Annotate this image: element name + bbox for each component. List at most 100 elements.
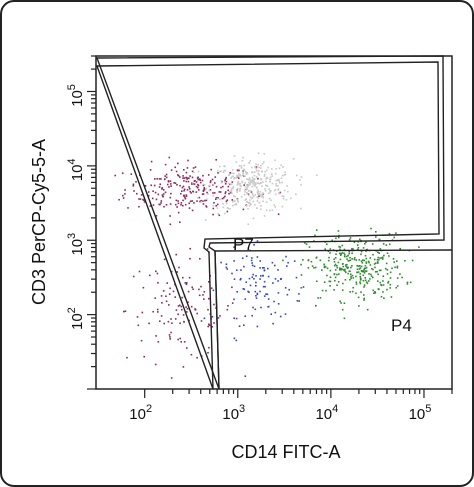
event-point [364, 267, 367, 270]
event-point [382, 280, 384, 282]
event-point [377, 259, 380, 261]
event-point [186, 178, 188, 180]
y-tick-label: 103 [66, 233, 86, 256]
event-point [316, 174, 318, 177]
event-point [329, 285, 331, 287]
event-point [225, 266, 228, 269]
event-point [235, 176, 237, 179]
event-point [251, 185, 254, 188]
event-point [220, 186, 222, 189]
event-point [254, 308, 257, 311]
event-point [300, 176, 303, 178]
event-point [340, 252, 342, 255]
event-point [203, 298, 205, 300]
event-point [343, 255, 346, 258]
event-point [243, 265, 245, 268]
event-point [351, 258, 353, 260]
event-point [245, 281, 247, 283]
event-point [247, 178, 250, 181]
event-point [352, 286, 354, 289]
event-point [359, 265, 361, 267]
event-point [212, 204, 214, 207]
event-point [359, 281, 361, 283]
event-point [261, 194, 263, 196]
event-point [372, 253, 374, 256]
event-point [161, 194, 164, 196]
event-point [196, 356, 198, 359]
event-point [205, 187, 208, 190]
event-point [180, 192, 182, 195]
event-point [211, 178, 214, 181]
event-point [388, 255, 390, 257]
event-point [183, 189, 185, 192]
event-point [189, 257, 191, 260]
event-point [208, 184, 211, 187]
event-point [249, 160, 252, 162]
event-point [314, 266, 317, 269]
event-point [236, 191, 238, 193]
event-point [242, 156, 244, 159]
event-point [177, 338, 179, 341]
event-point [185, 283, 188, 286]
event-point [190, 192, 192, 194]
event-point [155, 270, 157, 273]
event-point [233, 172, 235, 175]
event-point [378, 238, 381, 241]
event-point [214, 182, 216, 184]
event-point [177, 211, 180, 214]
event-point [239, 190, 241, 192]
event-point [369, 278, 371, 280]
event-point [227, 189, 229, 192]
event-point [154, 297, 156, 299]
event-point [250, 191, 253, 193]
event-point [374, 271, 377, 273]
event-point [169, 215, 171, 217]
event-point [270, 199, 272, 202]
event-point [253, 180, 255, 182]
event-point [179, 221, 181, 223]
event-point [224, 169, 227, 172]
event-point [376, 261, 379, 263]
event-point [302, 259, 304, 261]
event-point [147, 194, 150, 197]
event-point [357, 271, 360, 273]
event-point [350, 277, 352, 280]
event-point [246, 184, 248, 186]
event-point [153, 184, 156, 187]
event-point [185, 194, 188, 196]
event-point [182, 314, 185, 316]
event-point [260, 167, 262, 169]
event-point [162, 290, 165, 292]
event-point [366, 282, 369, 285]
gate-p7-inner-outline [96, 61, 440, 390]
event-point [233, 246, 235, 248]
event-point [263, 161, 265, 163]
event-point [203, 317, 206, 320]
event-point [143, 201, 146, 203]
event-point [389, 277, 392, 279]
event-point [316, 280, 318, 283]
event-point [251, 171, 253, 173]
event-point [135, 181, 137, 183]
event-point [132, 275, 135, 278]
event-point [352, 277, 355, 279]
event-point [307, 267, 310, 269]
event-point [329, 252, 331, 254]
event-point [138, 270, 141, 273]
event-point [259, 267, 261, 269]
event-point [233, 298, 235, 301]
event-point [191, 170, 194, 173]
event-point [273, 189, 276, 192]
event-point [281, 181, 283, 184]
event-point [390, 296, 393, 298]
event-point [257, 197, 260, 199]
event-point [166, 183, 169, 186]
event-point [271, 173, 273, 175]
event-point [183, 194, 185, 197]
event-point [182, 366, 185, 368]
event-point [260, 164, 262, 167]
event-point [351, 248, 353, 250]
event-point [351, 290, 354, 293]
event-point [209, 180, 212, 182]
event-point [199, 181, 202, 184]
